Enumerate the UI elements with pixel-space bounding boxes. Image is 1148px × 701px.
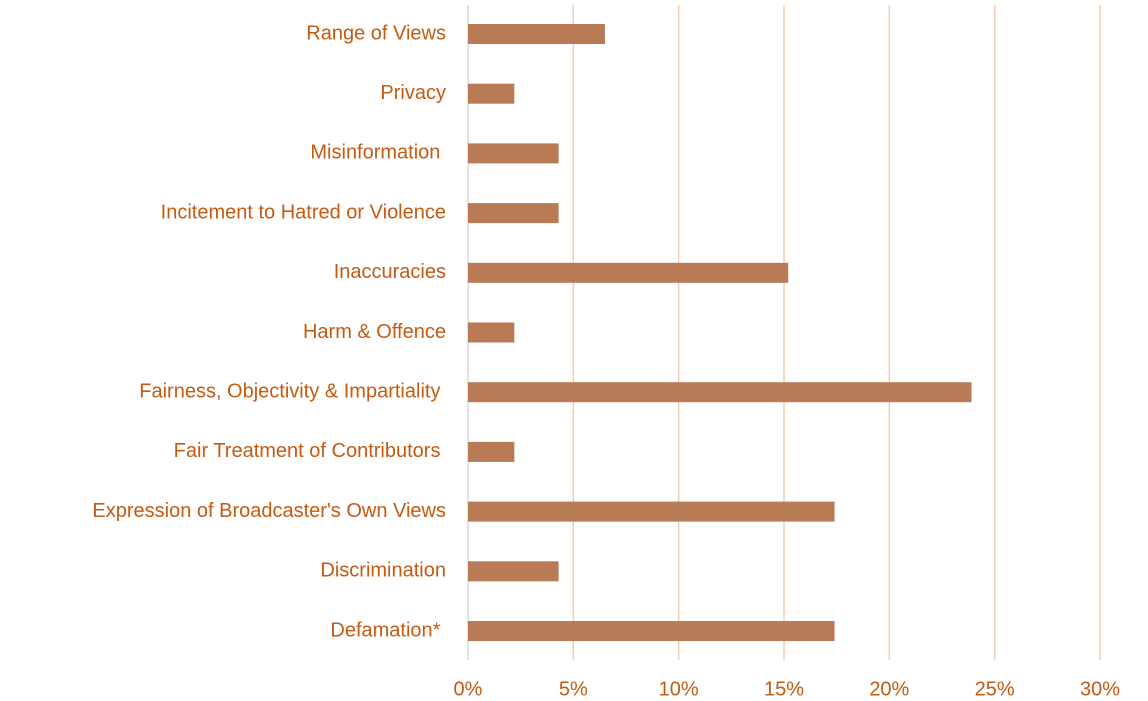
bar	[468, 262, 789, 283]
bar	[468, 621, 835, 641]
y-tick-label: Incitement to Hatred or Violence	[161, 201, 446, 223]
bar	[468, 322, 515, 343]
x-tick-label: 15%	[764, 678, 804, 700]
bar	[468, 441, 515, 462]
x-tick-label: 20%	[869, 678, 909, 700]
x-tick-label: 0%	[454, 678, 483, 700]
x-tick-label: 25%	[975, 678, 1015, 700]
y-tick-label: Defamation*	[330, 619, 446, 641]
y-tick-label: Expression of Broadcaster's Own Views	[92, 500, 446, 522]
bar	[468, 143, 559, 164]
y-tick-label: Inaccuracies	[334, 261, 446, 283]
x-tick-label: 5%	[559, 678, 588, 700]
y-tick-label: Range of Views	[306, 22, 446, 44]
y-tick-label: Fair Treatment of Contributors	[174, 440, 446, 462]
y-tick-label: Misinformation	[310, 142, 446, 164]
bar	[468, 561, 559, 582]
x-tick-label: 30%	[1080, 678, 1120, 700]
bar	[468, 501, 835, 522]
bar	[468, 83, 515, 104]
x-tick-label: 10%	[659, 678, 699, 700]
y-tick-label: Fairness, Objectivity & Impartiality	[139, 380, 446, 402]
y-tick-label: Privacy	[380, 82, 446, 104]
bar	[468, 203, 559, 224]
bar	[468, 382, 972, 403]
y-tick-label: Harm & Offence	[303, 321, 446, 343]
bar	[468, 24, 605, 44]
y-tick-label: Discrimination	[320, 560, 446, 582]
